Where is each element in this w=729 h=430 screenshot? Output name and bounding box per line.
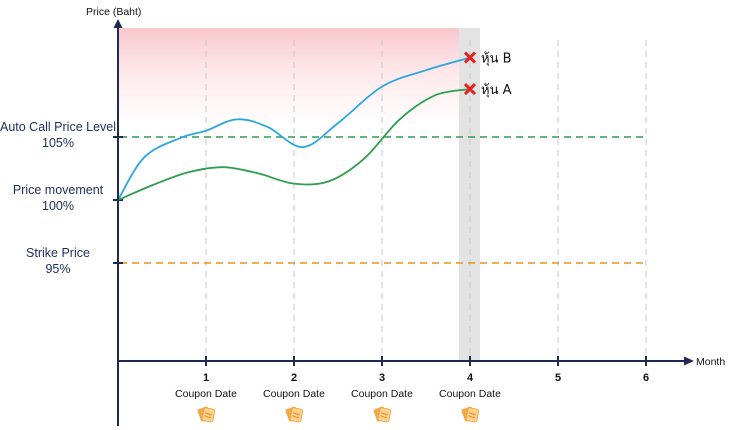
series-end-x-marker-1 bbox=[463, 83, 477, 96]
x-tick-label-1: 1 bbox=[203, 372, 209, 384]
y-axis-arrow bbox=[113, 19, 123, 28]
series-line-0 bbox=[117, 56, 471, 201]
series-line-1 bbox=[117, 88, 471, 201]
vertical-gridlines bbox=[205, 40, 647, 359]
reference-lines bbox=[113, 136, 648, 264]
series-end-x-marker-0 bbox=[463, 51, 477, 64]
series-label-0: หุ้น B bbox=[481, 52, 512, 67]
level-label-1: Price movement 100% bbox=[13, 183, 104, 213]
x-tick-label-6: 6 bbox=[643, 372, 649, 384]
coupon-label-4: Coupon Date bbox=[439, 388, 501, 400]
x-tick-label-5: 5 bbox=[555, 372, 561, 384]
x-tick-label-2: 2 bbox=[291, 372, 297, 384]
x-axis-title: Month bbox=[696, 356, 725, 368]
level-label-2: Strike Price 95% bbox=[26, 246, 90, 276]
x-tick-label-3: 3 bbox=[379, 372, 385, 384]
x-tick-label-4: 4 bbox=[467, 372, 474, 384]
y-axis-title: Price (Baht) bbox=[86, 6, 141, 18]
level-labels: Auto Call Price Level 105% Price movement 1… bbox=[0, 120, 116, 276]
series-group: หุ้น B หุ้น A bbox=[117, 51, 512, 201]
coupon-group: Coupon Date Coupon Date Coupon Date Coupon … bbox=[175, 388, 501, 423]
coupon-label-2: Coupon Date bbox=[263, 388, 325, 400]
coupon-icon-1 bbox=[197, 406, 216, 423]
coupon-label-3: Coupon Date bbox=[351, 388, 413, 400]
coupon-icon-2 bbox=[285, 406, 304, 423]
x-axis-arrow bbox=[684, 356, 694, 366]
coupon-icon-4 bbox=[461, 406, 480, 423]
series-label-1: หุ้น A bbox=[481, 83, 512, 98]
x-tick-group: 1 2 3 4 5 6 bbox=[203, 356, 649, 384]
coupon-icon-3 bbox=[373, 406, 392, 423]
autocall-zone bbox=[118, 28, 459, 120]
coupon-label-1: Coupon Date bbox=[175, 388, 237, 400]
level-label-0: Auto Call Price Level 105% bbox=[0, 120, 116, 150]
